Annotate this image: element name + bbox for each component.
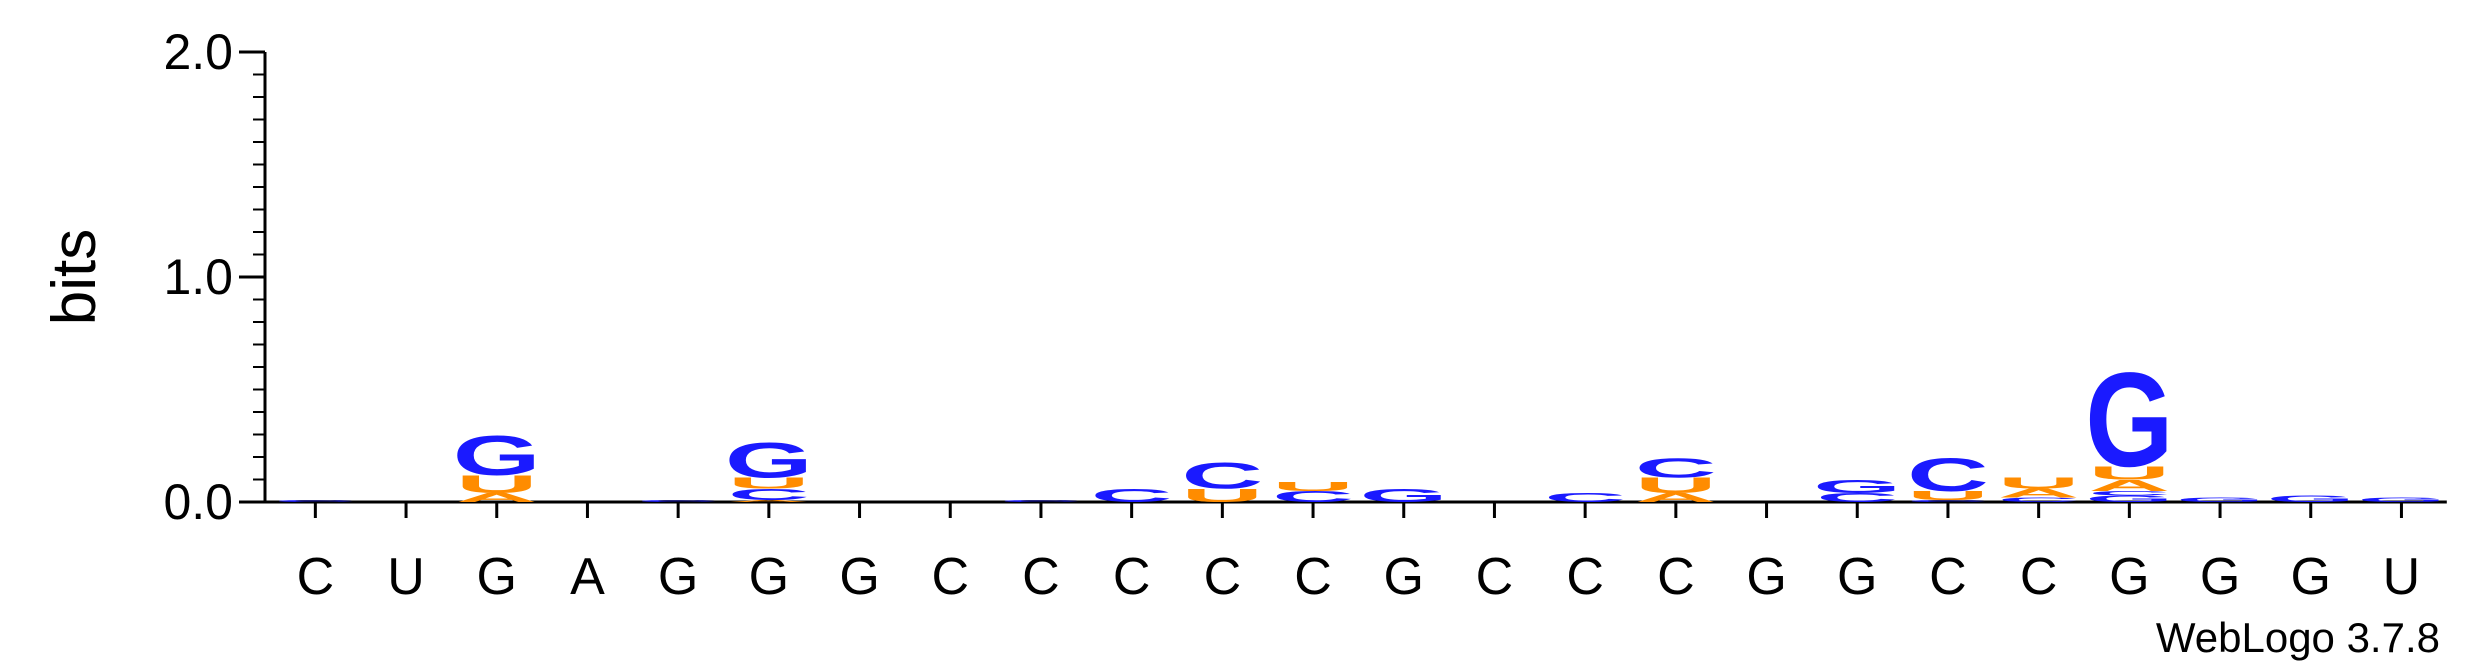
x-tick-label: G	[1384, 548, 1424, 606]
x-tick-label: U	[387, 548, 425, 606]
logo-letter-G: G	[453, 424, 541, 487]
y-axis: 0.0 1.0 2.0	[163, 24, 267, 530]
logo-letter-A: A	[1635, 491, 1717, 505]
logo-letter-G: G	[2176, 496, 2264, 503]
logo-letter-G: G	[1813, 476, 1901, 497]
x-tick-label: C	[1113, 548, 1151, 606]
x-tick-label: G	[2200, 548, 2240, 606]
logo-letter-G: G	[2357, 496, 2445, 503]
logo-letter-C: C	[1907, 449, 1989, 501]
x-tick-label: G	[477, 548, 517, 606]
logo-letter-A: A	[456, 491, 538, 505]
logo-letter-C: C	[728, 486, 810, 503]
logo-letter-C: C	[1998, 496, 2080, 503]
x-tick-label: C	[1929, 548, 1967, 606]
y-tick-label: 2.0	[163, 24, 233, 80]
logo-letter-U: U	[728, 475, 810, 492]
logo-letter-C: C	[1000, 499, 1082, 503]
logo-letter-C: C	[637, 499, 719, 503]
x-tick-label: G	[2291, 548, 2331, 606]
weblogo-credit: WebLogo 3.7.8	[2156, 614, 2440, 661]
logo-letter-C: C	[1091, 485, 1173, 506]
y-tick-label: 0.0	[163, 474, 233, 530]
logo-letter-G: G	[725, 432, 813, 488]
logo-letter-U: U	[1272, 480, 1354, 494]
logo-letter-C: C	[1272, 488, 1354, 505]
logo-letter-C: C	[1181, 455, 1263, 497]
logo-letter-C: C	[274, 499, 356, 503]
x-tick-label: C	[931, 548, 969, 606]
x-tick-label: C	[1657, 548, 1695, 606]
x-tick-label: C	[1294, 548, 1332, 606]
logo-letter-G: G	[2085, 345, 2173, 495]
x-tick-label: G	[1837, 548, 1877, 606]
x-tick-label: U	[2383, 548, 2421, 606]
logo-letter-C: C	[1635, 452, 1717, 484]
logo-letter-G: G	[1360, 485, 1448, 506]
x-tick-label: G	[1746, 548, 1786, 606]
logo-letter-A: A	[2088, 477, 2170, 494]
logo-letter-U: U	[456, 471, 538, 499]
x-tick-label: C	[2020, 548, 2058, 606]
x-tick-label: C	[1204, 548, 1242, 606]
logo-letter-U: U	[1907, 489, 1989, 503]
x-tick-label: C	[1566, 548, 1604, 606]
x-tick-label: G	[2109, 548, 2149, 606]
x-tick-label: G	[839, 548, 879, 606]
x-tick-label: G	[658, 548, 698, 606]
logo-letter-U: U	[2088, 463, 2170, 484]
logo-letter-A: A	[728, 499, 810, 503]
x-tick-label: C	[1476, 548, 1514, 606]
x-tick-label: A	[570, 548, 605, 606]
logo-letter-U: U	[1635, 473, 1717, 497]
logo-letter-C: C	[1816, 491, 1898, 505]
logo-letter-U: U	[1181, 485, 1263, 506]
logo-letter-U: U	[1998, 475, 2080, 492]
logo-letter-A: A	[1998, 486, 2080, 500]
x-tick-label: C	[1022, 548, 1060, 606]
x-tick-label: C	[297, 548, 335, 606]
y-axis-title: bits	[40, 229, 109, 325]
logo-letter-C: C	[2088, 490, 2170, 497]
x-tick-label: G	[749, 548, 789, 606]
logo-letter-G: G	[2085, 494, 2173, 504]
logo-letter-C: C	[1544, 491, 1626, 505]
y-tick-label: 1.0	[163, 249, 233, 305]
logo-letter-G: G	[2267, 494, 2355, 504]
logo-letter-C: C	[1907, 499, 1989, 503]
